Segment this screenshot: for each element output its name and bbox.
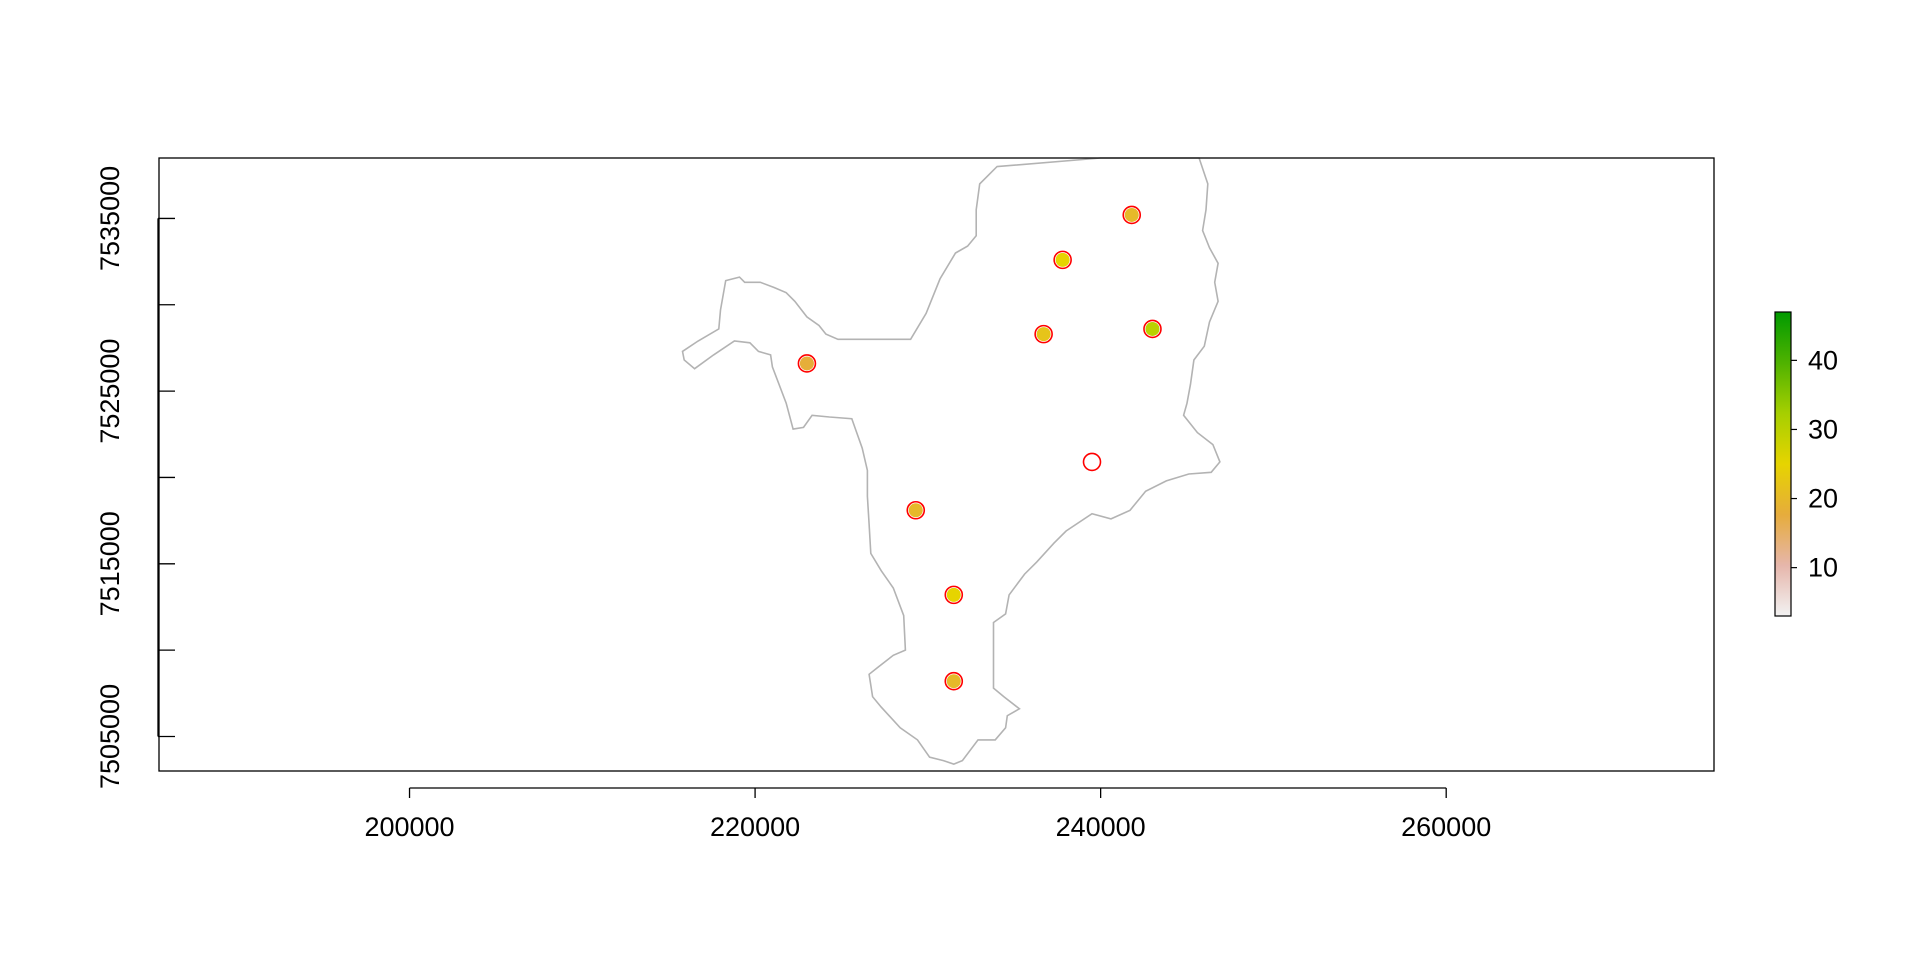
point-fill xyxy=(1036,327,1051,342)
point-marker xyxy=(1053,250,1072,270)
point-fill xyxy=(1055,252,1070,267)
y-tick-label: 7515000 xyxy=(95,511,125,616)
point-fill xyxy=(908,503,923,518)
plot-area xyxy=(158,157,1715,772)
sample-point xyxy=(1122,205,1142,225)
region-boundary xyxy=(681,157,1221,765)
colorbar-ticks: 10 20 30 40 xyxy=(1791,345,1838,583)
x-tick-label: 240000 xyxy=(1056,812,1146,842)
point-marker xyxy=(944,671,964,691)
y-tick-label: 7525000 xyxy=(95,339,125,444)
sample-point xyxy=(944,671,964,691)
x-tick-label: 260000 xyxy=(1401,812,1491,842)
y-axis: 7505000 7515000 7525000 7535000 xyxy=(95,166,175,789)
sample-point xyxy=(1143,319,1162,339)
colorbar-tick-label: 20 xyxy=(1808,484,1838,514)
colorbar-tick-label: 30 xyxy=(1808,414,1838,444)
colorbar-tick-label: 40 xyxy=(1808,345,1838,375)
point-fill xyxy=(946,587,961,602)
x-axis: 200000 220000 240000 260000 xyxy=(364,787,1491,842)
point-marker xyxy=(1122,205,1142,225)
y-tick-label: 7505000 xyxy=(95,684,125,789)
sample-point xyxy=(944,585,964,605)
y-tick-label: 7535000 xyxy=(95,166,125,271)
colorbar-legend: 10 20 30 40 xyxy=(1774,311,1838,617)
point-marker xyxy=(1034,324,1053,344)
colorbar-tick-label: 10 xyxy=(1808,553,1838,583)
point-fill xyxy=(1145,321,1160,336)
point-marker xyxy=(944,585,964,605)
point-marker xyxy=(1082,452,1102,472)
x-tick-label: 220000 xyxy=(710,812,800,842)
point-fill xyxy=(799,356,814,371)
x-tick-label: 200000 xyxy=(364,812,454,842)
plot-frame xyxy=(158,157,1715,772)
colorbar-gradient xyxy=(1774,311,1792,617)
point-marker xyxy=(797,354,817,373)
point-marker xyxy=(906,500,926,520)
sample-point xyxy=(1082,452,1102,472)
sample-points xyxy=(797,205,1162,691)
point-fill xyxy=(1124,207,1139,222)
sample-point xyxy=(1034,324,1053,344)
point-fill xyxy=(946,674,961,689)
point-marker xyxy=(1143,319,1162,339)
sample-point xyxy=(797,354,817,373)
sample-point xyxy=(906,500,926,520)
sample-point xyxy=(1053,250,1072,270)
